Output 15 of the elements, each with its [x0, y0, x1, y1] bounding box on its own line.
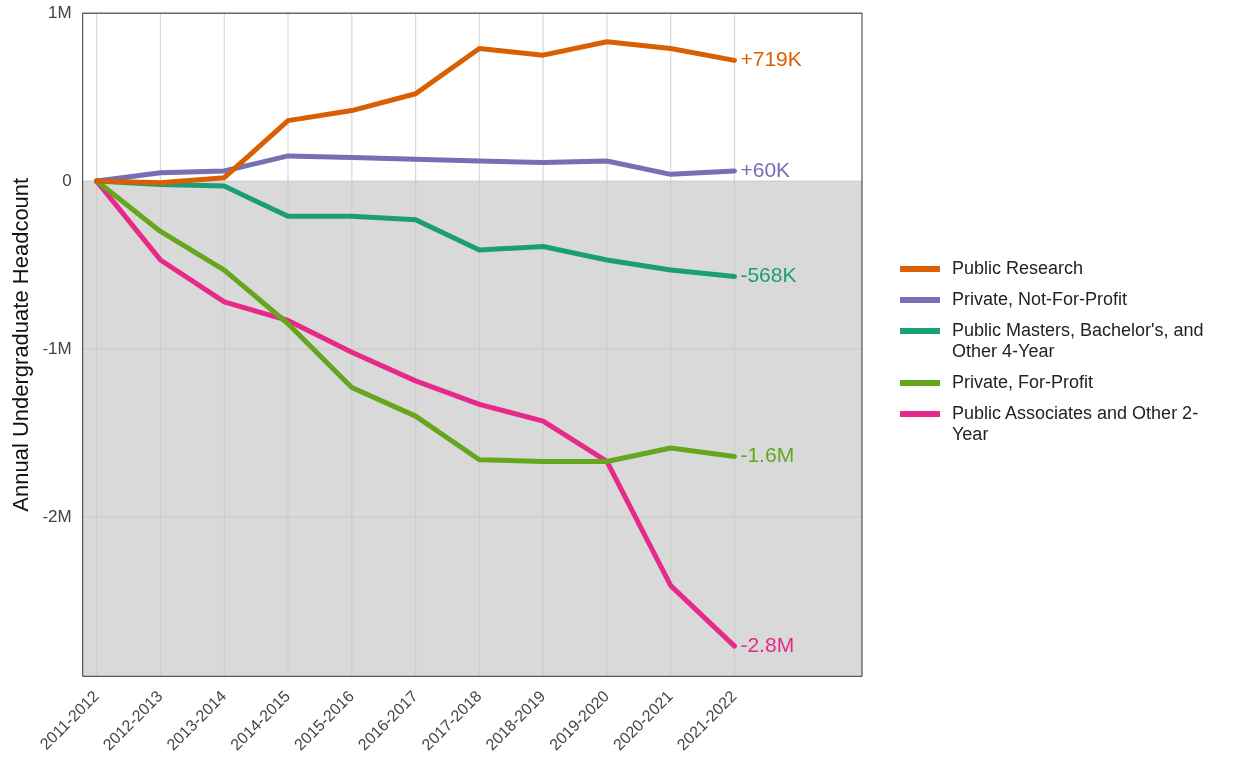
data-label: -1.6M — [740, 443, 795, 467]
data-label: +719K — [740, 47, 802, 71]
y-tick-label: -2M — [42, 506, 72, 526]
legend-label: Public Research — [952, 258, 1084, 279]
legend-label: Public Associates and Other 2-Year — [952, 403, 1200, 445]
data-label: +60K — [740, 157, 791, 181]
y-tick-label: -1M — [42, 338, 72, 358]
y-tick-label: 0 — [62, 170, 72, 190]
legend-label: Public Masters, Bachelor's, and Other 4-Year — [952, 320, 1205, 362]
legend-label: Private, Not-For-Profit — [952, 289, 1128, 310]
legend-label: Private, For-Profit — [952, 372, 1094, 393]
data-label: -2.8M — [740, 632, 795, 656]
data-label: -568K — [740, 263, 797, 287]
y-tick-label: 1M — [48, 2, 72, 22]
y-axis-title: Annual Undergraduate Headcount — [8, 177, 34, 512]
